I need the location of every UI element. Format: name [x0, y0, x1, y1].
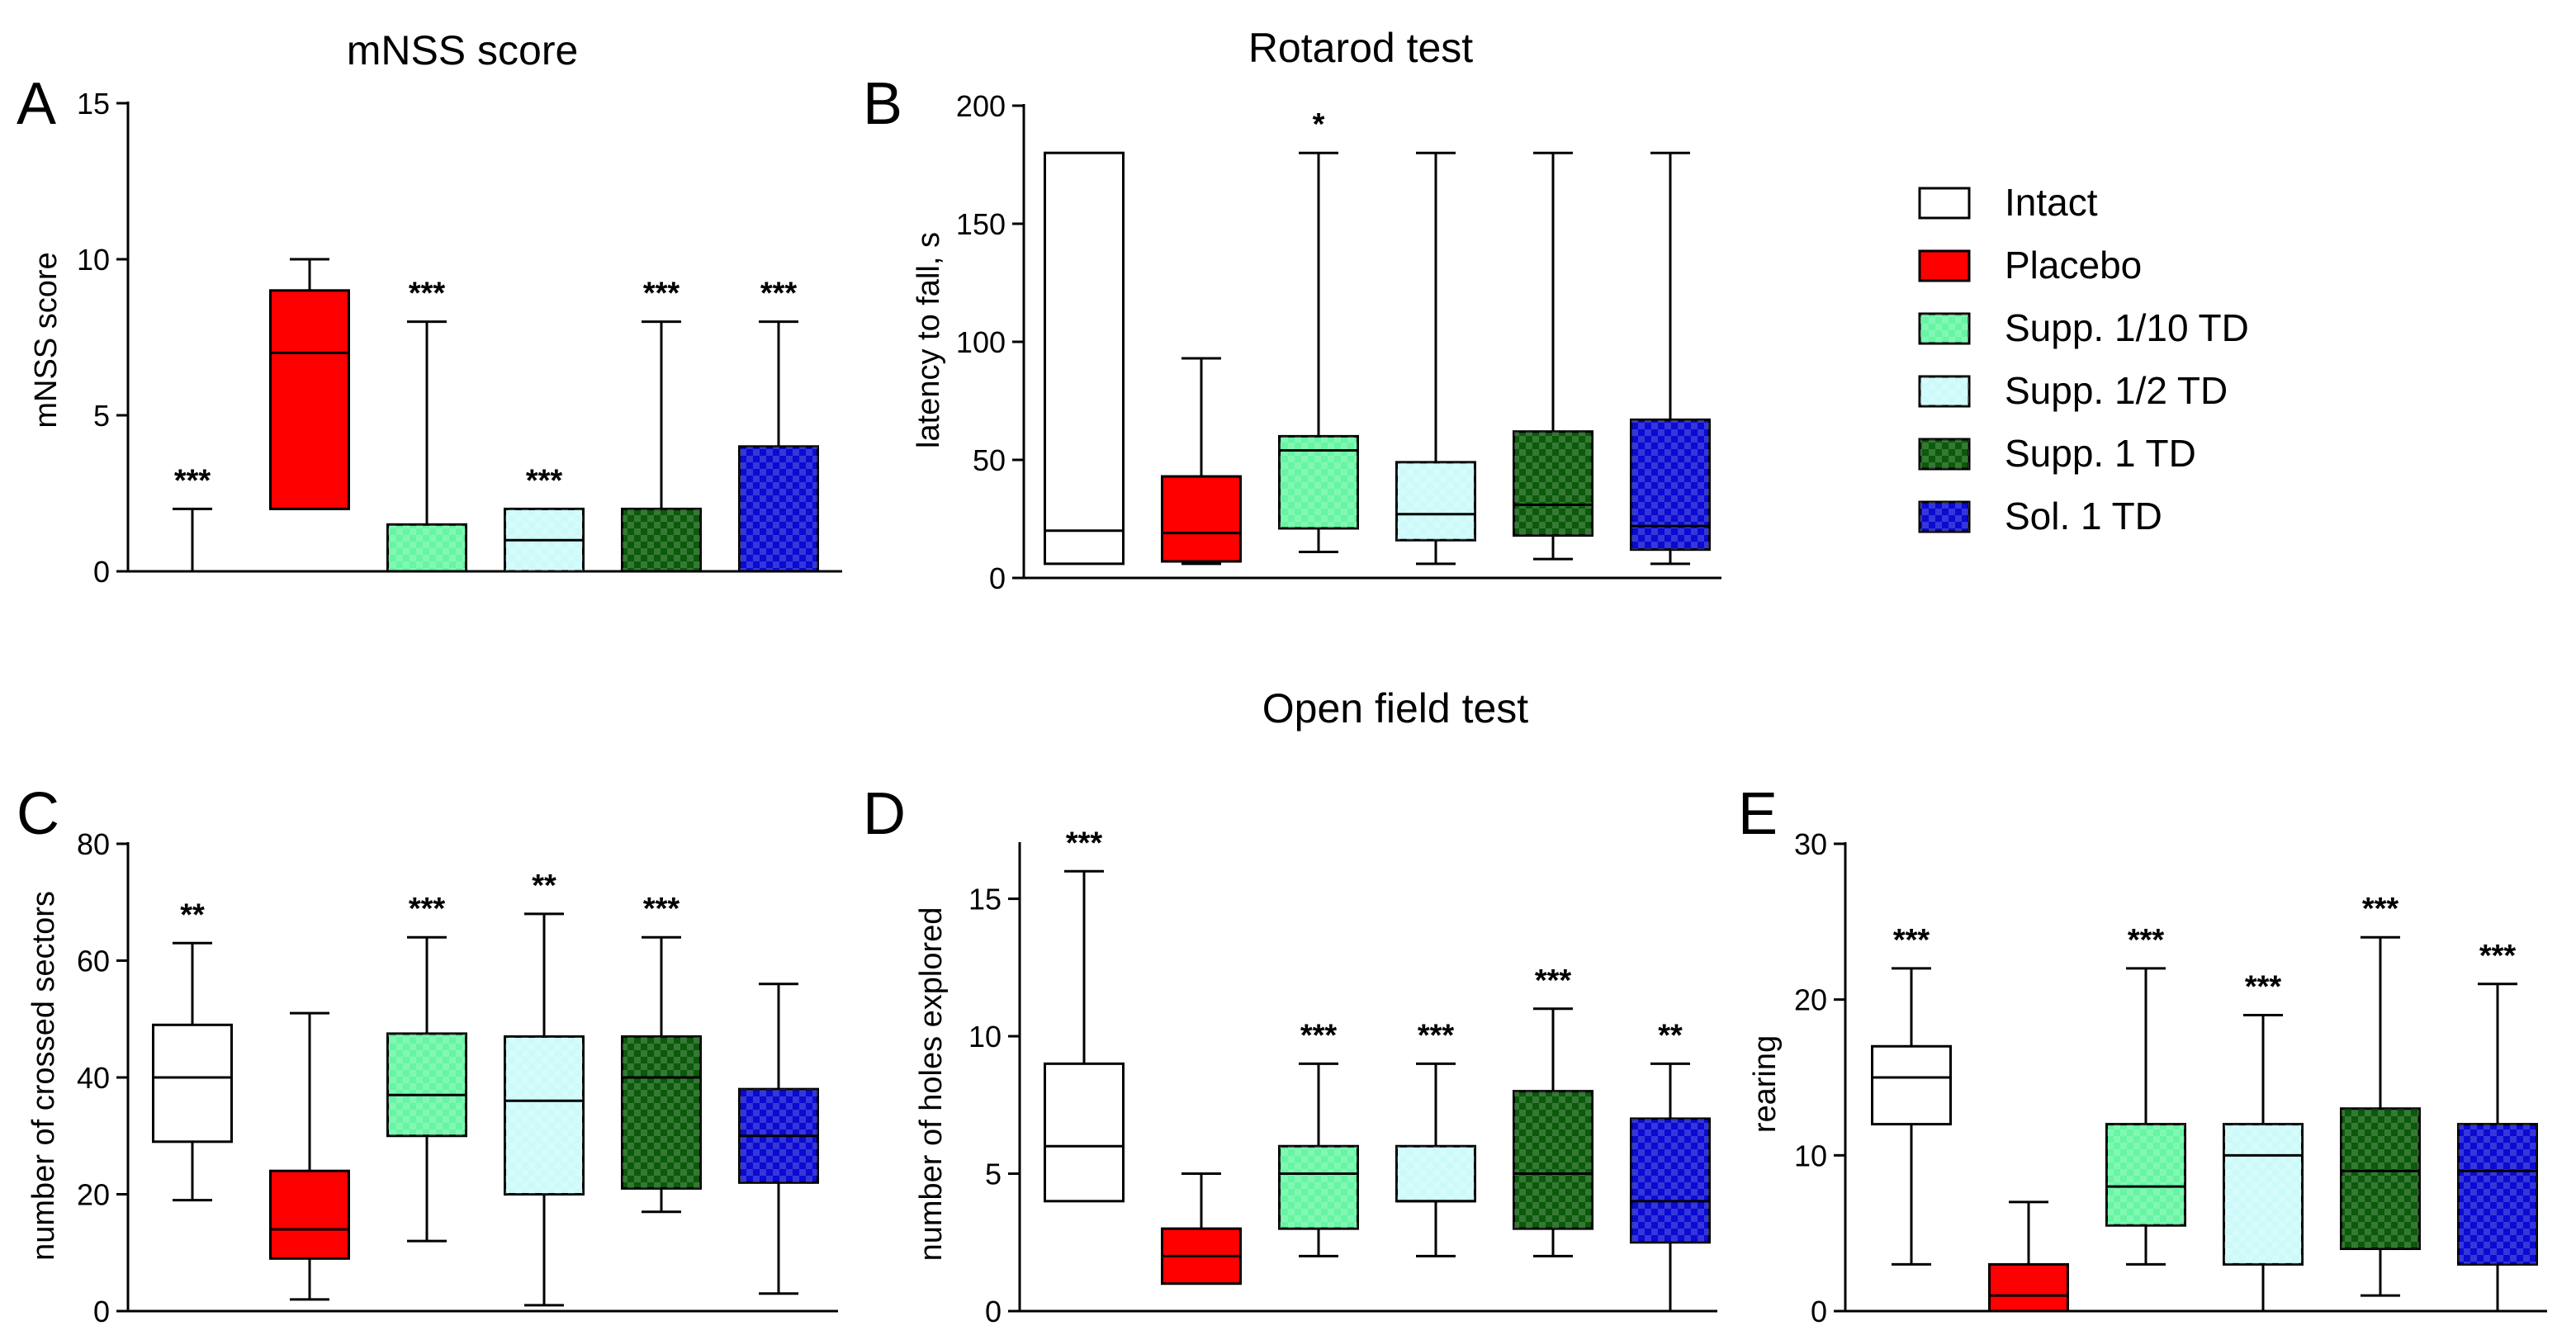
panel-letter: D — [863, 781, 906, 847]
legend-swatch-pattern-sol-1-td — [1920, 502, 1969, 532]
significance-sol-1-td: *** — [760, 277, 798, 311]
y-tick-label: 20 — [1794, 983, 1827, 1017]
y-tick-label: 60 — [77, 945, 110, 978]
y-tick-label: 200 — [956, 89, 1006, 123]
significance-supp-1-10-td: * — [1313, 107, 1325, 142]
legend-swatch-placebo — [1918, 249, 1971, 282]
box-intact — [1044, 1062, 1125, 1203]
box-intact — [1044, 151, 1125, 566]
legend-label-intact: Intact — [2005, 181, 2098, 224]
panel-b: B Rotarod test latency to fall, s 0 50 100 150… — [863, 25, 1721, 595]
box-pattern-supp-1-2-td — [2223, 1124, 2303, 1265]
box-pattern-supp-1-td — [1513, 1091, 1593, 1229]
y-tick-label: 5 — [985, 1158, 1002, 1191]
box-pattern-supp-1-2-td — [1396, 1146, 1475, 1201]
box-intact — [1871, 1044, 1952, 1126]
y-tick-label: 40 — [77, 1061, 110, 1095]
significance-supp-1-10-td: *** — [2128, 923, 2165, 958]
box-pattern-supp-1-10-td — [387, 524, 466, 571]
y-tick-label: 100 — [956, 325, 1006, 359]
y-tick-label: 0 — [985, 1295, 1002, 1328]
box-pattern-sol-1-td — [739, 446, 818, 571]
significance-supp-1-10-td: *** — [409, 277, 446, 311]
significance-supp-1-2-td: ** — [532, 869, 556, 903]
y-axis-label: mNSS score — [29, 252, 64, 428]
y-tick-label: 50 — [973, 443, 1006, 477]
y-tick-label: 0 — [989, 561, 1006, 595]
box-pattern-supp-1-td — [622, 1036, 701, 1189]
box-placebo — [269, 289, 350, 510]
panel-letter: E — [1738, 781, 1778, 847]
box-placebo — [269, 1169, 350, 1260]
box-pattern-supp-1-2-td — [1396, 462, 1475, 541]
box-pattern-sol-1-td — [2458, 1124, 2537, 1265]
y-tick-label: 15 — [968, 883, 1002, 916]
significance-supp-1-2-td: *** — [2245, 970, 2282, 1005]
legend-label-supp-1-td: Supp. 1 TD — [2005, 432, 2196, 475]
box-pattern-sol-1-td — [1631, 1118, 1710, 1243]
legend-label-supp-1-10-td: Supp. 1/10 TD — [2005, 306, 2249, 349]
y-tick-label: 0 — [93, 555, 110, 589]
box-pattern-supp-1-10-td — [387, 1033, 466, 1136]
significance-supp-1-10-td: *** — [409, 892, 446, 926]
significance-supp-1-2-td: *** — [526, 463, 563, 498]
box-pattern-supp-1-td — [2341, 1108, 2420, 1249]
legend-label-placebo: Placebo — [2005, 244, 2142, 286]
significance-sol-1-td: ** — [1658, 1018, 1683, 1053]
y-tick-label: 10 — [77, 243, 110, 277]
y-tick-label: 10 — [968, 1020, 1002, 1054]
significance-supp-1-td: *** — [2362, 892, 2399, 926]
y-axis-label: rearing — [1748, 1035, 1783, 1133]
box-pattern-supp-1-td — [1513, 431, 1593, 536]
y-tick-label: 20 — [77, 1178, 110, 1212]
box-placebo — [1988, 1262, 2069, 1313]
y-tick-label: 30 — [1794, 827, 1827, 861]
panel-letter: C — [17, 781, 59, 847]
box-pattern-supp-1-2-td — [504, 1036, 584, 1195]
significance-supp-1-td: *** — [643, 892, 680, 926]
box-pattern-sol-1-td — [1631, 419, 1710, 550]
y-tick-label: 15 — [77, 87, 110, 121]
legend-label-supp-1-2-td: Supp. 1/2 TD — [2005, 369, 2228, 412]
panel-letter: B — [863, 71, 902, 137]
legend: Intact Placebo Supp. 1/10 TD Supp. 1/2 TD Su… — [1918, 181, 2249, 537]
significance-intact: ** — [180, 897, 205, 932]
chart-title: mNSS score — [347, 27, 579, 73]
y-tick-label: 80 — [77, 827, 110, 861]
y-tick-label: 0 — [93, 1295, 110, 1328]
box-pattern-supp-1-10-td — [2106, 1124, 2185, 1226]
box-placebo — [1161, 475, 1242, 563]
box-pattern-supp-1-td — [622, 509, 701, 571]
y-tick-label: 10 — [1794, 1139, 1827, 1172]
significance-intact: *** — [1066, 826, 1103, 860]
significance-supp-1-2-td: *** — [1418, 1018, 1455, 1053]
panel-letter: A — [17, 71, 56, 137]
significance-supp-1-td: *** — [1535, 964, 1572, 998]
legend-swatch-pattern-supp-1-10-td — [1920, 314, 1969, 343]
y-tick-label: 150 — [956, 207, 1006, 241]
box-pattern-supp-1-10-td — [1279, 1146, 1358, 1229]
significance-supp-1-10-td: *** — [1300, 1018, 1338, 1053]
significance-sol-1-td: *** — [2479, 939, 2517, 973]
legend-swatch-intact — [1918, 187, 1971, 220]
legend-swatch-pattern-supp-1-td — [1920, 439, 1969, 469]
y-axis-label: number of crossed sectors — [26, 891, 61, 1261]
box-intact — [152, 1023, 233, 1143]
significance-intact: *** — [1893, 923, 1930, 958]
section-title: Open field test — [1262, 685, 1529, 732]
legend-swatch-pattern-supp-1-2-td — [1920, 376, 1969, 406]
y-tick-label: 0 — [1811, 1295, 1827, 1328]
significance-supp-1-td: *** — [643, 277, 680, 311]
y-axis-label: number of holes explored — [914, 907, 949, 1262]
y-axis-label: latency to fall, s — [912, 232, 946, 448]
chart-title: Rotarod test — [1248, 25, 1473, 71]
y-tick-label: 5 — [93, 399, 110, 433]
legend-label-sol-1-td: Sol. 1 TD — [2005, 495, 2162, 537]
significance-intact: *** — [174, 463, 211, 498]
